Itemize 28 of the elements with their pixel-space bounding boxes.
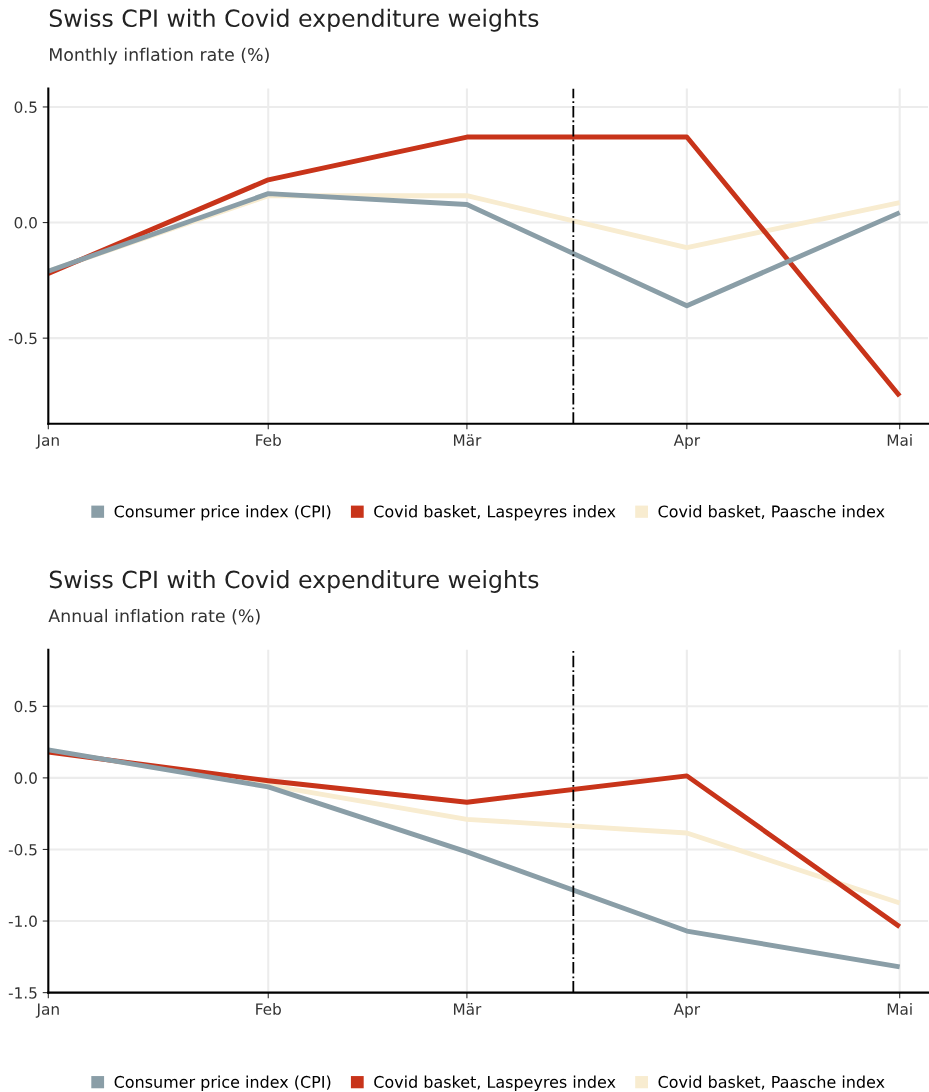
chart-title: Swiss CPI with Covid expenditure weights — [49, 570, 539, 593]
x-tick-label: Apr — [673, 1003, 701, 1018]
x-tick-label: Feb — [256, 434, 281, 446]
chart-title: Swiss CPI with Covid expenditure weights — [49, 8, 539, 32]
y-tick-label: -1.5 — [8, 987, 37, 999]
y-tick-label: 0.0 — [14, 217, 37, 229]
y-tick-label: -1.0 — [8, 915, 37, 928]
chart-subtitle: Annual inflation rate (%) — [48, 608, 260, 625]
legend-label: Covid basket, Laspeyres index — [374, 505, 616, 521]
x-tick-label: Mär — [453, 1003, 482, 1015]
legend-label: Covid basket, Laspeyres index — [374, 1075, 616, 1092]
x-tick-label: Mai — [887, 434, 912, 446]
legend-label: Covid basket, Paasche index — [658, 1075, 885, 1090]
x-tick-label: Apr — [673, 434, 701, 449]
chart-subtitle: Monthly inflation rate (%) — [50, 47, 269, 65]
x-tick-label: Jan — [35, 434, 59, 449]
x-tick-label: Mär — [453, 434, 482, 446]
x-tick-label: Feb — [256, 1003, 281, 1015]
y-tick-label: -0.5 — [8, 843, 37, 856]
legend-label: Consumer price index (CPI) — [114, 505, 331, 521]
legend-label: Consumer price index (CPI) — [114, 1075, 331, 1092]
y-tick-label: 0.0 — [14, 772, 37, 784]
y-tick-label: 0.5 — [14, 700, 37, 713]
y-tick-label: -0.5 — [8, 332, 37, 345]
x-tick-label: Mai — [887, 1003, 912, 1015]
y-tick-label: 0.5 — [14, 101, 37, 113]
x-tick-label: Jan — [35, 1003, 59, 1018]
legend-label: Covid basket, Paasche index — [658, 505, 885, 520]
